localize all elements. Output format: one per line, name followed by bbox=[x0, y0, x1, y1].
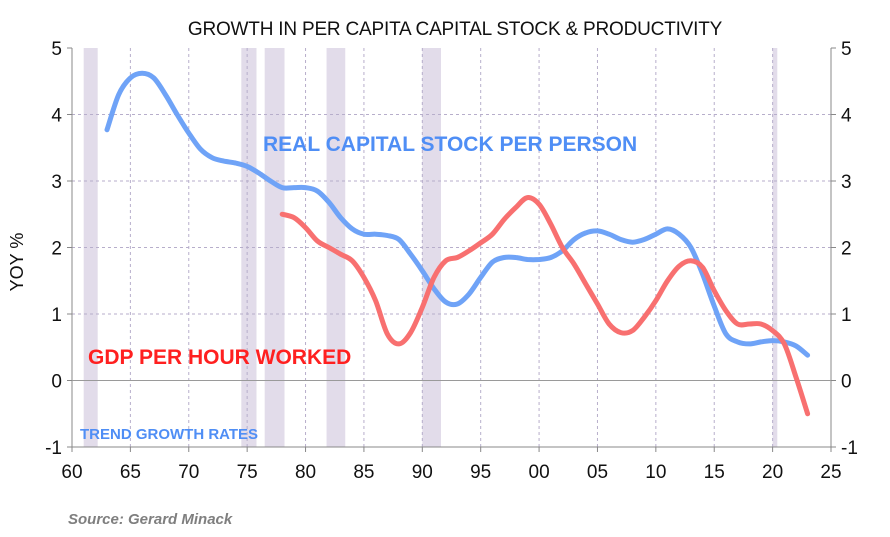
grid-lines bbox=[72, 48, 831, 447]
recession-band-2 bbox=[264, 48, 285, 447]
x-tick-label: 20 bbox=[762, 462, 783, 483]
y-ticks-left: -1 0 1 2 3 4 5 bbox=[45, 39, 72, 459]
y-tick-label-right: 0 bbox=[841, 372, 852, 393]
x-tick-label: 60 bbox=[61, 462, 82, 483]
chart-title: GROWTH IN PER CAPITA CAPITAL STOCK & PRO… bbox=[188, 19, 723, 40]
trend-growth-label: TREND GROWTH RATES bbox=[80, 426, 258, 443]
y-tick-label-left: 0 bbox=[51, 372, 62, 393]
y-tick-label-right: -1 bbox=[841, 438, 858, 459]
y-tick-label-left: 2 bbox=[51, 239, 62, 260]
y-tick-label-right: 4 bbox=[841, 106, 852, 127]
y-tick-label-left: -1 bbox=[45, 438, 62, 459]
recession-band-3 bbox=[326, 48, 346, 447]
x-tick-label: 10 bbox=[645, 462, 666, 483]
x-tick-label: 25 bbox=[820, 462, 841, 483]
x-tick-label: 90 bbox=[412, 462, 433, 483]
y-tick-label-right: 3 bbox=[841, 172, 852, 193]
y-tick-label-left: 3 bbox=[51, 172, 62, 193]
gdp-per-hour-line bbox=[279, 195, 811, 417]
y-tick-label-right: 5 bbox=[841, 39, 852, 60]
y-tick-label-left: 5 bbox=[51, 39, 62, 60]
capital-stock-line bbox=[104, 70, 811, 358]
x-tick-label: 85 bbox=[353, 462, 374, 483]
y-tick-label-right: 1 bbox=[841, 305, 852, 326]
recession-band-4 bbox=[422, 48, 441, 447]
x-tick-label: 80 bbox=[295, 462, 316, 483]
series-lines bbox=[104, 70, 811, 417]
x-tick-label: 15 bbox=[704, 462, 725, 483]
x-tick-label: 00 bbox=[529, 462, 550, 483]
x-tick-label: 95 bbox=[470, 462, 491, 483]
y-tick-label-left: 4 bbox=[51, 106, 62, 127]
source-note: Source: Gerard Minack bbox=[68, 511, 233, 528]
capital-stock-label: REAL CAPITAL STOCK PER PERSON bbox=[263, 133, 637, 156]
y-tick-label-right: 2 bbox=[841, 239, 852, 260]
gdp-per-hour-label: GDP PER HOUR WORKED bbox=[88, 346, 351, 369]
x-ticks: 60 65 70 75 80 85 90 95 00 05 10 15 20 25 bbox=[61, 447, 842, 483]
x-tick-label: 05 bbox=[587, 462, 608, 483]
y-tick-label-left: 1 bbox=[51, 305, 62, 326]
y-ticks-right: -1 0 1 2 3 4 5 bbox=[831, 39, 858, 459]
y-axis-label: YOY % bbox=[7, 233, 27, 292]
x-tick-label: 70 bbox=[178, 462, 199, 483]
x-tick-label: 75 bbox=[237, 462, 258, 483]
x-tick-label: 65 bbox=[120, 462, 141, 483]
